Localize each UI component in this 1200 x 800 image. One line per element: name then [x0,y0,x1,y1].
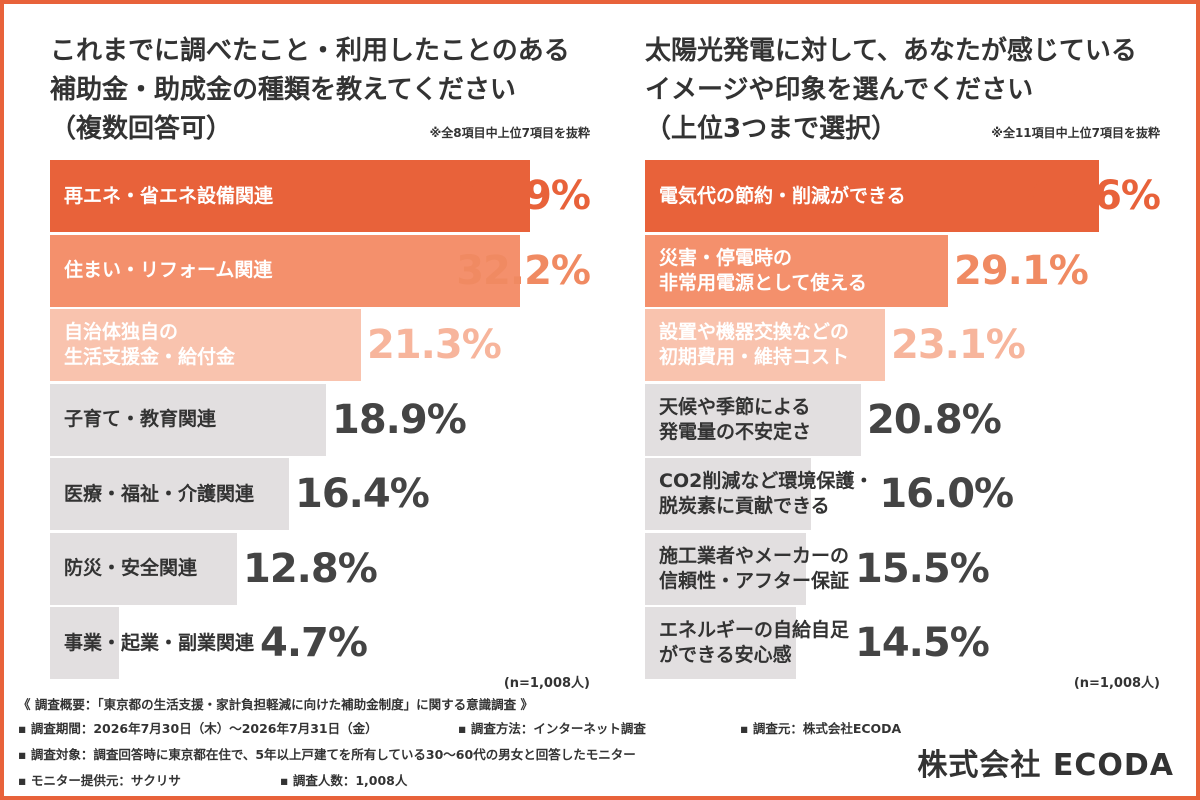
bar-category-label: 医療・福祉・介護関連 [64,482,255,505]
survey-period: ▪ 調査期間：2026年7月30日（木）〜2026年7月31日（金） [18,721,378,736]
bar-value-label: 18.9% [332,396,467,443]
survey-method: ▪ 調査方法：インターネット調査 [458,721,646,736]
bar-category-label: 設置や機器交換などの 初期費用・維持コスト [659,321,850,368]
bar [645,160,1099,232]
bar-value-label: 15.5% [855,545,990,592]
bar-category-label: 災害・停電時の 非常用電源として使える [659,246,867,294]
bar [645,458,811,530]
bar [50,458,289,530]
bar-category-label: 電気代の節約・削減ができる [659,184,906,207]
bar-value-label: 16.0% [879,471,1014,517]
bar-category-label: 子育て・教育関連 [64,408,217,430]
bar-category-label: エネルギーの自給自足 ができる安心感 [659,619,850,666]
bar-value-label: 43.6% [1026,173,1161,219]
bar-category-label: CO2削減など環境保護・ 脱炭素に貢献できる [659,470,874,517]
bar-row: エネルギーの自給自足 ができる安心感 14.5% [645,607,1160,679]
bar-category-label: 住まい・リフォーム関連 [64,259,273,281]
bar-value-label: 32.9% [456,173,591,219]
chart-left-sample-size: (n=1,008人) [503,676,590,691]
bar [50,309,361,381]
bar-row: 子育て・教育関連 18.9% [50,383,590,456]
bar-value-label: 14.5% [855,620,990,666]
bar [645,234,948,307]
bar-row: 電気代の節約・削減ができる 43.6% [645,160,1161,232]
bar-category-label: 天候や季節による 発電量の不安定さ [659,395,812,443]
survey-overview-title: 《 調査概要：「東京都の生活支援・家計負担軽減に向けた補助金制度」に関する意識調… [18,697,533,712]
chart-left-title: これまでに調べたこと・利用したことのある 補助金・助成金の種類を教えてください … [50,36,570,144]
bar-row: 施工業者やメーカーの 信頼性・アフター保証 15.5% [645,532,1160,605]
survey-target: ▪ 調査対象：調査回答時に東京都在住で、5年以上戸建てを所有している30〜60代… [18,747,636,762]
survey-meta-row-1: ▪ 調査期間：2026年7月30日（木）〜2026年7月31日（金） ▪ 調査方… [18,718,918,736]
chart-left-note: ※全8項目中上位7項目を抜粋 [429,126,590,140]
bar-category-label: 自治体独自の 生活支援金・給付金 [64,321,236,368]
chart-right-title: 太陽光発電に対して、あなたが感じている イメージや印象を選んでください （上位3… [645,36,1137,144]
bar-value-label: 20.8% [867,396,1002,443]
chart-left-bars: 再エネ・省エネ設備関連 32.9% 住まい・リフォーム関連 32.2% 自治体独自の 生… [50,160,591,680]
bar-row: 防災・安全関連 12.8% [50,532,590,605]
bar-row: 医療・福祉・介護関連 16.4% [50,458,590,530]
bar-row: CO2削減など環境保護・ 脱炭素に貢献できる 16.0% [645,458,1160,530]
bar-value-label: 23.1% [891,322,1026,368]
bar [50,160,530,232]
bar-category-label: 施工業者やメーカーの 信頼性・アフター保証 [659,544,850,592]
bar-row: 住まい・リフォーム関連 32.2% [50,234,591,307]
bar-row: 天候や季節による 発電量の不安定さ 20.8% [645,383,1160,456]
survey-count: ▪ 調査人数：1,008人 [280,773,408,788]
monitor-provider: ▪ モニター提供元：サクリサ [18,773,181,788]
bar [50,532,237,605]
bar [645,309,885,381]
bar-row: 再エネ・省エネ設備関連 32.9% [50,160,591,232]
bar-value-label: 21.3% [367,322,502,368]
chart-right-sample-size: (n=1,008人) [1073,676,1160,691]
bar-value-label: 29.1% [954,247,1089,294]
bar-row: 事業・起業・副業関連 4.7% [50,607,590,679]
brand-logo-text: 株式会社 ECODA [917,748,1174,783]
bar-value-label: 4.7% [260,620,368,666]
bar [50,234,520,307]
survey-source: ▪ 調査元：株式会社ECODA [740,721,902,736]
bar-value-label: 16.4% [295,471,430,517]
bar-value-label: 32.2% [456,247,591,294]
bar-row: 災害・停電時の 非常用電源として使える 29.1% [645,234,1160,307]
bar-category-label: 事業・起業・副業関連 [64,631,255,654]
bar-value-label: 12.8% [243,545,378,592]
bar-category-label: 再エネ・省エネ設備関連 [64,184,274,207]
bar-category-label: 防災・安全関連 [64,557,198,579]
bar [50,607,119,679]
bar [645,532,806,605]
chart-right-note: ※全11項目中上位7項目を抜粋 [991,126,1160,140]
bar-row: 設置や機器交換などの 初期費用・維持コスト 23.1% [645,309,1160,381]
bar-row: 自治体独自の 生活支援金・給付金 21.3% [50,309,590,381]
bar [50,383,326,456]
bar [645,383,861,456]
chart-right-bars: 電気代の節約・削減ができる 43.6% 災害・停電時の 非常用電源として使える 29.… [645,160,1161,680]
bar [645,607,796,679]
survey-meta-row-2: ▪ モニター提供元：サクリサ ▪ 調査人数：1,008人 [18,770,918,788]
